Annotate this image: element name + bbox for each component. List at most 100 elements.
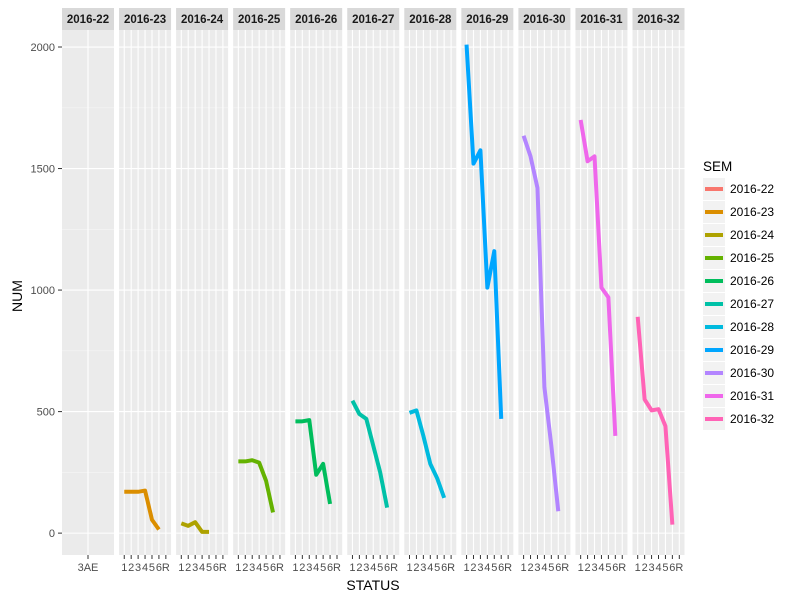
strip-background	[233, 8, 286, 30]
legend-item-2016-31: 2016-31	[703, 385, 774, 407]
legend-label: 2016-32	[730, 412, 774, 426]
strip-label: 2016-23	[124, 14, 166, 26]
y-axis: 0 500 1000 1500 2000	[31, 42, 62, 540]
legend-label: 2016-29	[730, 343, 774, 357]
x-tick-label: 6	[498, 562, 504, 574]
x-tick-label: 3	[477, 562, 483, 574]
x-tick-label: 5	[434, 562, 440, 574]
legend-item-2016-26: 2016-26	[703, 270, 774, 292]
x-tick-label: 3	[363, 562, 369, 574]
legend-label: 2016-31	[730, 389, 774, 403]
x-tick-label: 3	[306, 562, 312, 574]
legend-item-2016-24: 2016-24	[703, 224, 774, 246]
x-tick-label: 4	[256, 562, 262, 574]
x-tick-label: 4	[370, 562, 376, 574]
strip-label: 2016-29	[466, 14, 508, 26]
strip-label: 2016-27	[352, 14, 394, 26]
legend-label: 2016-27	[730, 297, 774, 311]
x-tick-label: 5	[662, 562, 668, 574]
strip-background	[518, 8, 571, 30]
strip-background	[290, 8, 343, 30]
x-tick-label: 3AE	[78, 562, 99, 574]
x-tick-label: 5	[605, 562, 611, 574]
x-tick-label: 5	[263, 562, 269, 574]
x-tick-label: 3	[420, 562, 426, 574]
legend-item-2016-23: 2016-23	[703, 201, 774, 223]
x-tick-label: 1	[463, 562, 469, 574]
x-tick-label: 2	[356, 562, 362, 574]
series-line-2016-28	[408, 408, 447, 499]
panel-2016-26: 2016-26 1 2 3 4 5 6 R	[290, 8, 343, 574]
strip-label: 2016-30	[523, 14, 565, 26]
legend: SEM 2016-222016-232016-242016-252016-262…	[703, 159, 774, 430]
panel-2016-28: 2016-28 1 2 3 4 5 6 R	[404, 8, 457, 574]
panel-2016-22: 2016-22 3AE	[62, 8, 114, 574]
strip-label: 2016-31	[580, 14, 623, 26]
x-tick-label: 5	[377, 562, 383, 574]
strip-label: 2016-26	[295, 14, 337, 26]
legend-item-2016-30: 2016-30	[703, 362, 774, 384]
legend-item-2016-27: 2016-27	[703, 293, 774, 315]
x-tick-label: 6	[327, 562, 333, 574]
legend-label: 2016-24	[730, 228, 774, 242]
x-tick-label: R	[447, 562, 455, 574]
panel-2016-32: 2016-32 1 2 3 4 5 6 R	[632, 8, 685, 574]
x-tick-label: R	[618, 562, 626, 574]
x-tick-label: 2	[185, 562, 191, 574]
y-tick-label: 0	[49, 528, 55, 540]
x-tick-label: 6	[669, 562, 675, 574]
legend-label: 2016-30	[730, 366, 774, 380]
legend-items: 2016-22 2016-23 2016-24 2016-25 2016-26 2016-…	[703, 178, 774, 430]
y-tick-label: 1500	[31, 164, 55, 176]
legend-item-2016-28: 2016-28	[703, 316, 774, 338]
x-tick-label: 6	[213, 562, 219, 574]
x-tick-label: 1	[349, 562, 355, 574]
strip-background	[176, 8, 229, 30]
x-tick-label: R	[504, 562, 512, 574]
x-tick-label: R	[333, 562, 341, 574]
x-tick-label: 6	[156, 562, 162, 574]
strip-background	[461, 8, 514, 30]
x-tick-label: 2	[128, 562, 134, 574]
strip-label: 2016-24	[181, 14, 224, 26]
strip-background	[404, 8, 457, 30]
x-tick-label: 1	[235, 562, 241, 574]
strip-background	[632, 8, 685, 30]
legend-label: 2016-23	[730, 205, 774, 219]
x-tick-label: 3	[649, 562, 655, 574]
panel-2016-23: 2016-23 1 2 3 4 5 6 R	[119, 8, 172, 574]
strip-background	[62, 8, 114, 30]
legend-label: 2016-22	[730, 182, 774, 196]
x-tick-label: 2	[585, 562, 591, 574]
x-tick-label: 5	[491, 562, 497, 574]
series-line-2016-23	[124, 488, 161, 531]
x-tick-label: 6	[441, 562, 447, 574]
x-tick-label: 3	[135, 562, 141, 574]
legend-item-2016-22: 2016-22	[703, 178, 774, 200]
x-tick-label: R	[219, 562, 227, 574]
strip-label: 2016-28	[409, 14, 452, 26]
series-line-2016-32	[635, 316, 675, 525]
strip-background	[119, 8, 172, 30]
legend-item-2016-25: 2016-25	[703, 247, 774, 269]
x-tick-label: R	[675, 562, 683, 574]
x-tick-label: 2	[527, 562, 533, 574]
x-tick-label: R	[390, 562, 398, 574]
x-tick-label: 4	[541, 562, 547, 574]
panel-2016-24: 2016-24 1 2 3 4 5 6 R	[176, 8, 229, 574]
x-tick-label: 6	[270, 562, 276, 574]
x-tick-label: 1	[292, 562, 298, 574]
strip-label: 2016-25	[238, 14, 281, 26]
x-tick-label: 1	[635, 562, 641, 574]
x-tick-label: 1	[406, 562, 412, 574]
x-tick-label: 1	[578, 562, 584, 574]
legend-item-2016-32: 2016-32	[703, 408, 774, 430]
panel-2016-30: 2016-30 1 2 3 4 5 6 R	[518, 8, 571, 574]
panel-2016-29: 2016-29 1 2 3 4 5 6 R	[461, 8, 514, 574]
x-tick-label: R	[561, 562, 569, 574]
x-axis-title: STATUS	[346, 577, 399, 593]
legend-label: 2016-28	[730, 320, 774, 334]
y-tick-label: 500	[37, 407, 55, 419]
